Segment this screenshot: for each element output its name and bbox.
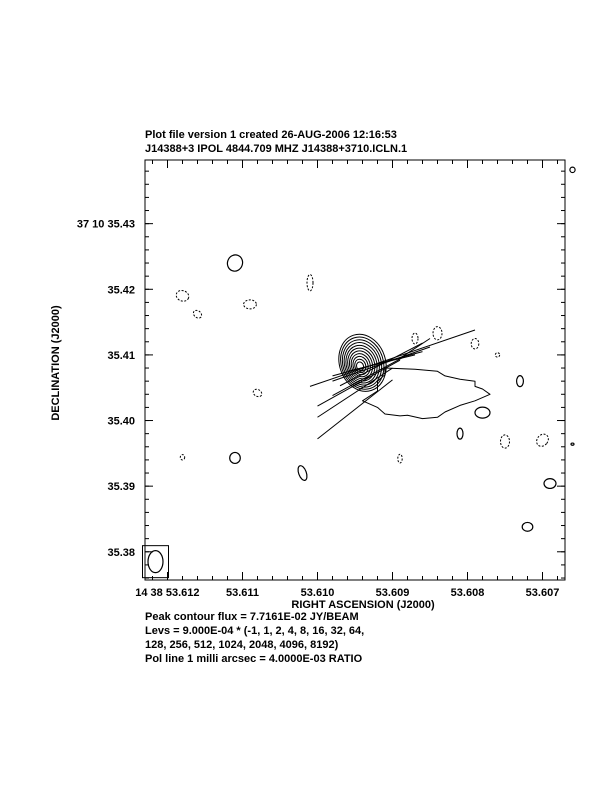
core-contour <box>354 358 367 374</box>
negative-contour <box>470 338 480 350</box>
y-tick-label: 35.39 <box>107 481 135 493</box>
pol-vector <box>347 354 416 372</box>
x-axis-title: RIGHT ASCENSION (J2000) <box>291 599 435 611</box>
x-tick-label: 53.610 <box>301 587 335 599</box>
core-contour <box>341 339 383 388</box>
negative-contour <box>411 332 419 345</box>
plot-header-line2: J14388+3 IPOL 4844.709 MHZ J14388+3710.I… <box>145 143 408 155</box>
negative-contour <box>192 309 203 319</box>
negative-contour <box>175 289 190 302</box>
positive-contour <box>543 478 557 490</box>
polarization-vectors <box>309 329 476 440</box>
core-contour <box>347 347 376 382</box>
levels-text-line2: 128, 256, 512, 1024, 2048, 4096, 8192) <box>145 639 339 651</box>
negative-contour <box>179 454 186 461</box>
negative-contour <box>536 433 549 447</box>
y-tick-label: 35.42 <box>107 284 135 296</box>
x-tick-label: 53.609 <box>376 587 410 599</box>
core-contour <box>350 353 371 378</box>
x-tick-label: 53.611 <box>226 587 259 599</box>
pol-scale-text: Pol line 1 milli arcsec = 4.0000E-03 RAT… <box>145 653 363 665</box>
positive-contour <box>474 406 491 419</box>
negative-contour <box>306 274 314 292</box>
positive-contour <box>515 375 524 388</box>
plot-border <box>144 159 566 581</box>
pol-vector <box>317 379 393 440</box>
peak-flux-text: Peak contour flux = 7.7161E-02 JY/BEAM <box>145 611 359 623</box>
plot-header-line1: Plot file version 1 created 26-AUG-2006 … <box>145 129 397 141</box>
positive-contour <box>569 166 576 174</box>
negative-contour <box>500 434 510 449</box>
y-tick-label: 37 10 35.43 <box>77 219 135 231</box>
pol-vector <box>332 354 408 397</box>
positive-contour <box>297 465 308 481</box>
levels-text-line1: Levs = 9.000E-04 * (-1, 1, 2, 4, 8, 16, … <box>145 625 365 637</box>
y-tick-label: 35.40 <box>107 416 135 428</box>
axis-ticks: 37 10 35.43 35.42 35.41 35.40 35.39 35.38 14 3… <box>77 160 565 599</box>
x-tick-label: 53.608 <box>451 587 485 599</box>
extended-emission-contour <box>362 367 491 420</box>
beam-ellipse <box>147 550 164 574</box>
y-tick-label: 35.41 <box>107 350 135 362</box>
pol-vector <box>317 367 393 418</box>
positive-contour <box>570 442 575 446</box>
negative-contour <box>243 299 257 310</box>
core-contour <box>356 361 365 372</box>
pol-vector <box>399 338 431 359</box>
core-contour <box>352 355 369 376</box>
negative-contour <box>432 326 443 341</box>
negative-contour <box>397 453 403 464</box>
core-contour <box>348 350 374 380</box>
x-tick-label: 14 38 53.612 <box>135 587 199 599</box>
contours-layer <box>175 166 576 532</box>
pol-vector <box>332 346 431 382</box>
positive-contour <box>229 451 241 465</box>
y-tick-label: 35.38 <box>107 547 135 559</box>
positive-contour <box>521 521 534 532</box>
negative-contour <box>494 352 501 358</box>
beam-box <box>142 545 169 579</box>
x-tick-label: 53.607 <box>526 587 560 599</box>
positive-contour <box>226 254 244 272</box>
negative-contour <box>252 388 263 398</box>
core-contour <box>338 333 387 392</box>
core-contour <box>340 336 385 390</box>
core-contour <box>345 344 378 384</box>
y-axis-title: DECLINATION (J2000) <box>50 305 62 421</box>
positive-contour <box>456 427 464 440</box>
plot-frame <box>142 159 566 581</box>
pol-vector <box>317 359 401 407</box>
